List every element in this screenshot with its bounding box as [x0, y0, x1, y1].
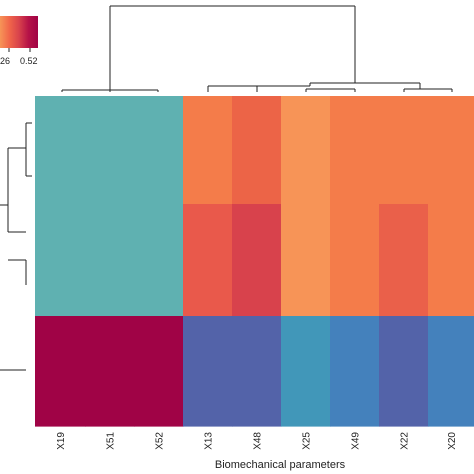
- column-label: X22: [400, 432, 411, 450]
- heatmap-cell: [428, 204, 474, 260]
- heatmap-cell: [134, 259, 184, 317]
- heatmap-cell: [281, 96, 331, 150]
- heatmap-cell: [35, 259, 86, 317]
- heatmap-cell: [232, 316, 282, 427]
- heatmap-cell: [428, 149, 474, 205]
- heatmap-cell: [330, 204, 380, 260]
- heatmap-cell: [428, 316, 474, 427]
- heatmap-cell: [35, 149, 86, 205]
- heatmap-cell: [232, 149, 282, 205]
- heatmap-cell: [35, 204, 86, 260]
- heatmap-cells: [35, 96, 474, 427]
- heatmap-cell: [35, 316, 86, 427]
- heatmap-cell: [330, 259, 380, 317]
- heatmap-cell: [281, 259, 331, 317]
- heatmap-cell: [134, 316, 184, 427]
- heatmap-cell: [85, 316, 135, 427]
- heatmap-cell: [330, 149, 380, 205]
- heatmap-cell: [183, 149, 233, 205]
- heatmap-cell: [379, 316, 429, 427]
- color-legend: 26 0.52: [0, 16, 38, 66]
- heatmap-cell: [379, 204, 429, 260]
- column-dendrogram: [61, 5, 453, 92]
- heatmap-cell: [330, 96, 380, 150]
- heatmap-cell: [428, 96, 474, 150]
- heatmap-cell: [85, 96, 135, 150]
- row-dendrogram: [0, 122, 32, 371]
- heatmap-cell: [232, 204, 282, 260]
- column-label: X49: [351, 432, 362, 450]
- heatmap-cell: [183, 259, 233, 317]
- heatmap-cell: [428, 259, 474, 317]
- column-label: X19: [56, 432, 67, 450]
- legend-color-bar: [0, 16, 38, 48]
- heatmap-cell: [134, 204, 184, 260]
- heatmap-cell: [183, 96, 233, 150]
- column-label: X25: [302, 432, 313, 450]
- column-label: X20: [447, 432, 458, 450]
- heatmap-cell: [134, 149, 184, 205]
- heatmap-cell: [379, 96, 429, 150]
- heatmap-cell: [85, 259, 135, 317]
- x-axis-title: Biomechanical parameters: [215, 459, 346, 471]
- heatmap-cell: [85, 204, 135, 260]
- heatmap-cell: [281, 316, 331, 427]
- legend-tick-label: 26: [0, 56, 10, 66]
- heatmap-cell: [232, 96, 282, 150]
- column-labels: X19 X51 X52 X13 X48 X25 X49 X22 X20: [56, 432, 458, 450]
- column-label: X48: [253, 432, 264, 450]
- heatmap-cell: [183, 204, 233, 260]
- heatmap-cell: [232, 259, 282, 317]
- heatmap-cell: [183, 316, 233, 427]
- heatmap-cell: [379, 149, 429, 205]
- heatmap-cell: [281, 204, 331, 260]
- column-label: X52: [155, 432, 166, 450]
- heatmap-cell: [85, 149, 135, 205]
- column-label: X13: [204, 432, 215, 450]
- heatmap-cell: [281, 149, 331, 205]
- heatmap-cell: [134, 96, 184, 150]
- heatmap-cell: [330, 316, 380, 427]
- legend-tick-label: 0.52: [20, 56, 38, 66]
- heatmap-cell: [379, 259, 429, 317]
- column-label: X51: [106, 432, 117, 450]
- heatmap-cell: [35, 96, 86, 150]
